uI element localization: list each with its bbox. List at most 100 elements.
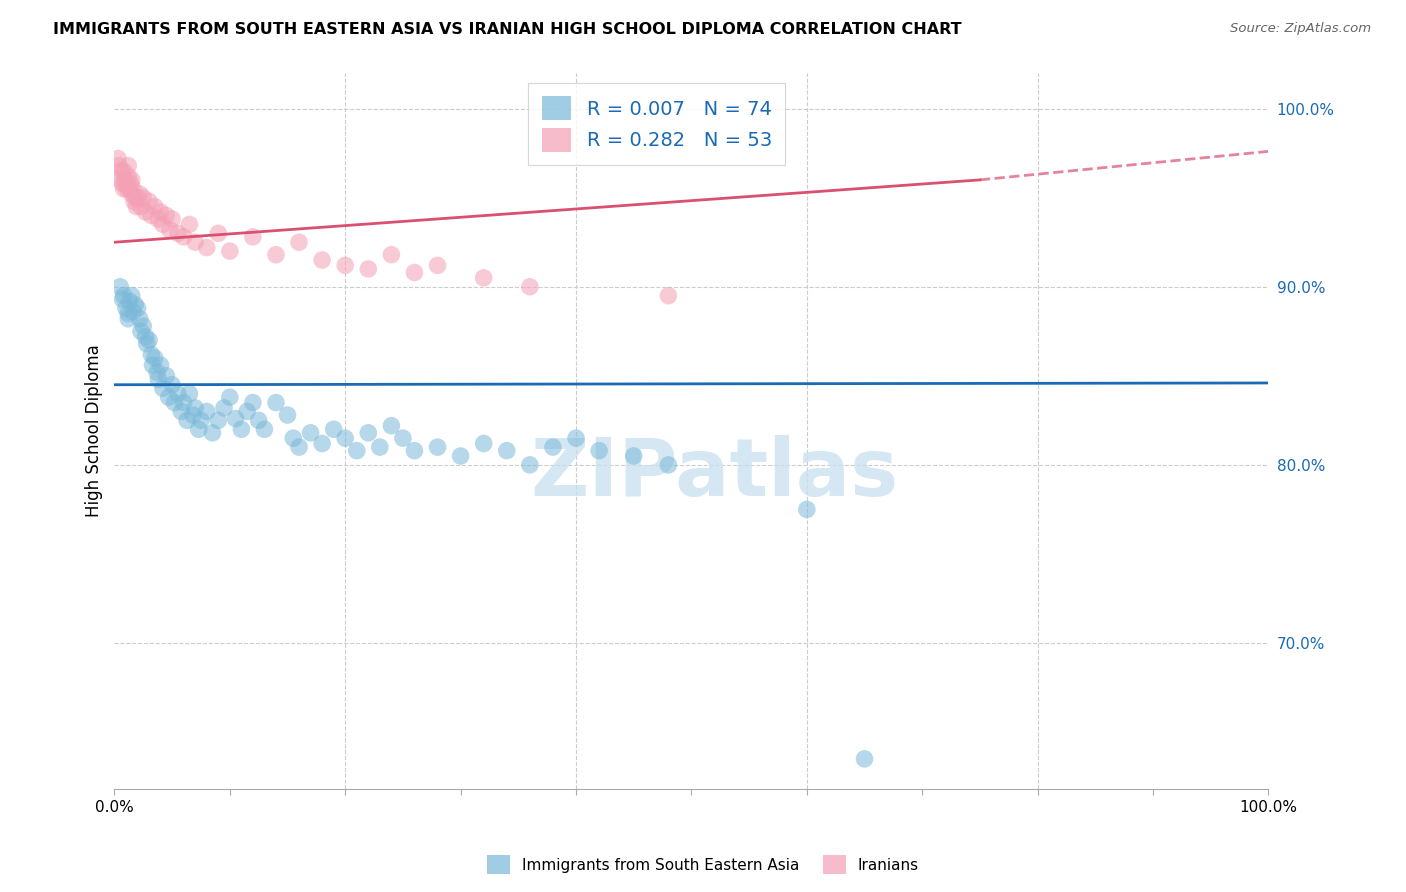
Point: [357, 262, 380, 277]
Point: [288, 440, 311, 454]
Point: [173, 230, 195, 244]
Point: [368, 440, 391, 454]
Point: [155, 209, 177, 223]
Point: [129, 200, 152, 214]
Point: [143, 200, 166, 214]
Point: [122, 304, 145, 318]
Point: [242, 230, 264, 244]
Point: [122, 182, 145, 196]
Point: [112, 288, 135, 302]
Point: [108, 173, 131, 187]
Point: [170, 404, 193, 418]
Point: [588, 443, 610, 458]
Point: [179, 386, 201, 401]
Point: [115, 182, 138, 196]
Point: [155, 368, 177, 383]
Point: [426, 440, 449, 454]
Point: [253, 422, 276, 436]
Point: [181, 408, 204, 422]
Point: [138, 194, 160, 209]
Point: [121, 288, 143, 302]
Point: [657, 288, 679, 302]
Point: [112, 182, 135, 196]
Point: [132, 318, 155, 333]
Y-axis label: High School Diploma: High School Diploma: [86, 344, 103, 517]
Point: [565, 431, 588, 445]
Point: [288, 235, 311, 250]
Point: [796, 502, 818, 516]
Point: [122, 194, 145, 209]
Point: [115, 301, 138, 315]
Point: [128, 311, 150, 326]
Point: [450, 449, 472, 463]
Point: [173, 395, 195, 409]
Point: [335, 431, 357, 445]
Point: [128, 187, 150, 202]
Text: Source: ZipAtlas.com: Source: ZipAtlas.com: [1230, 22, 1371, 36]
Point: [111, 292, 134, 306]
Point: [127, 191, 149, 205]
Point: [117, 159, 139, 173]
Point: [135, 205, 157, 219]
Legend: R = 0.007   N = 74, R = 0.282   N = 53: R = 0.007 N = 74, R = 0.282 N = 53: [529, 83, 786, 165]
Point: [472, 270, 495, 285]
Point: [179, 218, 201, 232]
Point: [121, 187, 143, 202]
Point: [117, 311, 139, 326]
Point: [146, 365, 169, 379]
Point: [195, 404, 218, 418]
Point: [657, 458, 679, 472]
Point: [853, 752, 876, 766]
Point: [404, 266, 426, 280]
Point: [519, 458, 541, 472]
Text: ZIPatlas: ZIPatlas: [530, 435, 898, 513]
Point: [264, 248, 287, 262]
Point: [129, 324, 152, 338]
Point: [127, 301, 149, 315]
Point: [495, 443, 517, 458]
Point: [335, 259, 357, 273]
Point: [124, 297, 146, 311]
Point: [519, 279, 541, 293]
Point: [117, 306, 139, 320]
Point: [176, 413, 198, 427]
Point: [141, 209, 163, 223]
Point: [212, 401, 235, 415]
Point: [225, 411, 247, 425]
Point: [125, 200, 148, 214]
Point: [311, 253, 333, 268]
Point: [138, 333, 160, 347]
Point: [218, 390, 240, 404]
Point: [117, 169, 139, 184]
Point: [121, 173, 143, 187]
Point: [108, 159, 131, 173]
Point: [107, 152, 129, 166]
Point: [120, 177, 142, 191]
Point: [167, 386, 190, 401]
Point: [167, 227, 190, 241]
Point: [380, 248, 402, 262]
Point: [346, 443, 368, 458]
Point: [143, 351, 166, 365]
Point: [115, 177, 138, 191]
Point: [195, 241, 218, 255]
Point: [124, 191, 146, 205]
Point: [472, 436, 495, 450]
Point: [218, 244, 240, 259]
Point: [207, 227, 229, 241]
Point: [623, 449, 645, 463]
Point: [236, 404, 259, 418]
Point: [404, 443, 426, 458]
Point: [152, 381, 174, 395]
Point: [283, 431, 305, 445]
Point: [357, 425, 380, 440]
Point: [392, 431, 415, 445]
Point: [110, 164, 132, 178]
Point: [184, 235, 207, 250]
Point: [149, 205, 172, 219]
Point: [132, 191, 155, 205]
Point: [160, 377, 183, 392]
Point: [187, 422, 209, 436]
Point: [311, 436, 333, 450]
Point: [135, 329, 157, 343]
